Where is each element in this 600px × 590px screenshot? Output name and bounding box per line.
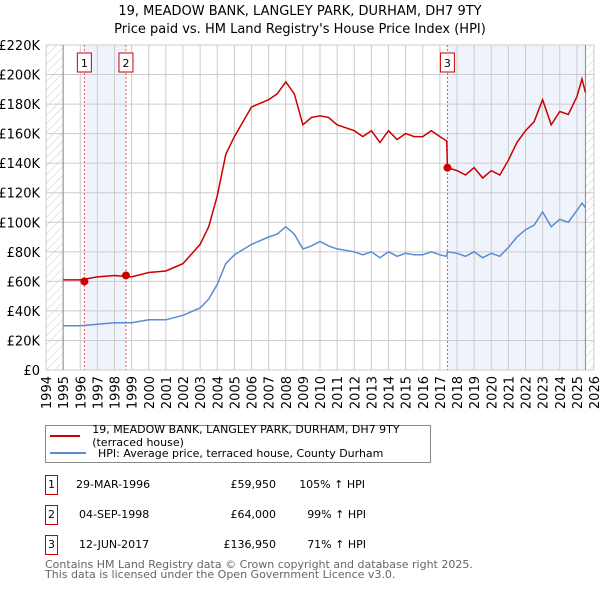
x-tick-label: 2009	[297, 376, 312, 409]
sale-date: 12-JUN-2017	[79, 538, 150, 551]
sale-hpi: 105% ↑ HPI	[299, 478, 365, 491]
chart-subtitle: Price paid vs. HM Land Registry's House …	[114, 22, 486, 37]
y-tick-label: £220K	[0, 39, 40, 54]
legend-label-hpi: HPI: Average price, terraced house, Coun…	[98, 446, 384, 460]
x-tick-label: 2026	[588, 376, 600, 409]
x-tick-label: 1998	[109, 376, 124, 409]
hatch-region-end	[585, 45, 594, 370]
sale-row-2: 2 04-SEP-1998 £64,000 99% ↑ HPI	[45, 505, 445, 525]
x-tick-label: 2023	[537, 376, 552, 409]
footer-line-2: This data is licensed under the Open Gov…	[45, 568, 396, 581]
sale-badge: 2	[45, 505, 58, 525]
x-tick-label: 2014	[383, 376, 398, 409]
x-tick-label: 1997	[91, 376, 106, 409]
sale-badge: 1	[45, 475, 58, 495]
sale-point-2	[121, 271, 130, 280]
footer-line-1: Contains HM Land Registry data © Crown c…	[45, 558, 473, 571]
x-tick-label: 2021	[502, 376, 517, 409]
y-tick-label: £20K	[7, 334, 41, 349]
sale-hpi: 71% ↑ HPI	[307, 538, 366, 551]
x-tick-label: 2006	[246, 376, 261, 409]
shade-region-1-2	[84, 45, 126, 370]
y-tick-label: £40K	[7, 305, 41, 320]
legend: 19, MEADOW BANK, LANGLEY PARK, DURHAM, D…	[45, 423, 431, 463]
sale-price: £59,950	[230, 478, 277, 491]
x-tick-label: 2007	[263, 376, 278, 409]
y-tick-label: £180K	[0, 98, 40, 113]
x-tick-label: 1996	[74, 376, 89, 409]
hpi-line	[63, 201, 586, 327]
x-tick-label: 2010	[314, 376, 329, 409]
x-tick-label: 2002	[177, 376, 192, 409]
x-tick-label: 2022	[520, 376, 535, 409]
sale-date: 29-MAR-1996	[76, 478, 151, 491]
y-tick-label: £140K	[0, 157, 40, 172]
sale-marker-badge-2	[118, 52, 134, 73]
sale-price: £136,950	[223, 538, 277, 551]
sale-point-3	[443, 163, 452, 172]
property-price-line	[63, 76, 587, 281]
sale-marker-label-3: 3	[444, 57, 451, 70]
sale-row-1: 1 29-MAR-1996 £59,950 105% ↑ HPI	[45, 475, 445, 495]
sale-date: 04-SEP-1998	[79, 508, 150, 521]
sale-price: £64,000	[230, 508, 277, 521]
x-tick-label: 1999	[126, 376, 141, 409]
legend-swatch-blue	[50, 452, 86, 454]
x-tick-label: 2003	[194, 376, 209, 409]
x-tick-label: 2025	[571, 376, 586, 409]
x-tick-label: 2012	[348, 376, 363, 409]
sale-row-3: 3 12-JUN-2017 £136,950 71% ↑ HPI	[45, 535, 445, 555]
y-tick-label: £120K	[0, 187, 40, 202]
x-tick-label: 1994	[40, 376, 55, 409]
sale-badge: 3	[45, 535, 58, 555]
price-chart: 1994 1995 1996 1997 1998 1999 2000 2001 2002 2003…	[0, 39, 600, 409]
x-tick-label: 2004	[211, 376, 226, 409]
hatch-region-start	[46, 45, 64, 370]
x-tick-label: 2001	[160, 376, 175, 409]
x-tick-label: 2013	[365, 376, 380, 409]
x-tick-label: 2018	[451, 376, 466, 409]
x-tick-label: 1995	[57, 376, 72, 409]
legend-label-property: 19, MEADOW BANK, LANGLEY PARK, DURHAM, D…	[92, 423, 400, 449]
sale-marker-badge-3	[439, 52, 455, 73]
footer: Contains HM Land Registry data © Crown c…	[45, 558, 473, 581]
y-tick-label: £160K	[0, 128, 40, 143]
x-tick-label: 2019	[468, 376, 483, 409]
x-tick-label: 2011	[331, 376, 346, 409]
y-tick-label: £0	[23, 364, 40, 379]
legend-swatch-red	[50, 435, 81, 437]
sale-marker-label-1: 1	[81, 57, 88, 70]
y-tick-label: £200K	[0, 69, 40, 84]
sale-marker-badge-1	[76, 52, 92, 73]
y-tick-label: £60K	[7, 275, 41, 290]
x-tick-label: 2000	[143, 376, 158, 409]
x-tick-label: 2005	[228, 376, 243, 409]
y-tick-label: £100K	[0, 216, 40, 231]
sale-marker-label-2: 2	[122, 57, 129, 70]
x-tick-label: 2017	[434, 376, 449, 409]
x-tick-label: 2020	[485, 376, 500, 409]
chart-title: 19, MEADOW BANK, LANGLEY PARK, DURHAM, D…	[118, 4, 482, 19]
x-tick-label: 2016	[417, 376, 432, 409]
y-tick-label: £80K	[7, 246, 41, 261]
x-tick-label: 2008	[280, 376, 295, 409]
shade-region-3	[447, 45, 586, 370]
sale-point-1	[80, 277, 89, 286]
sale-hpi: 99% ↑ HPI	[307, 508, 366, 521]
x-tick-label: 2015	[400, 376, 415, 409]
x-tick-label: 2024	[554, 376, 569, 409]
